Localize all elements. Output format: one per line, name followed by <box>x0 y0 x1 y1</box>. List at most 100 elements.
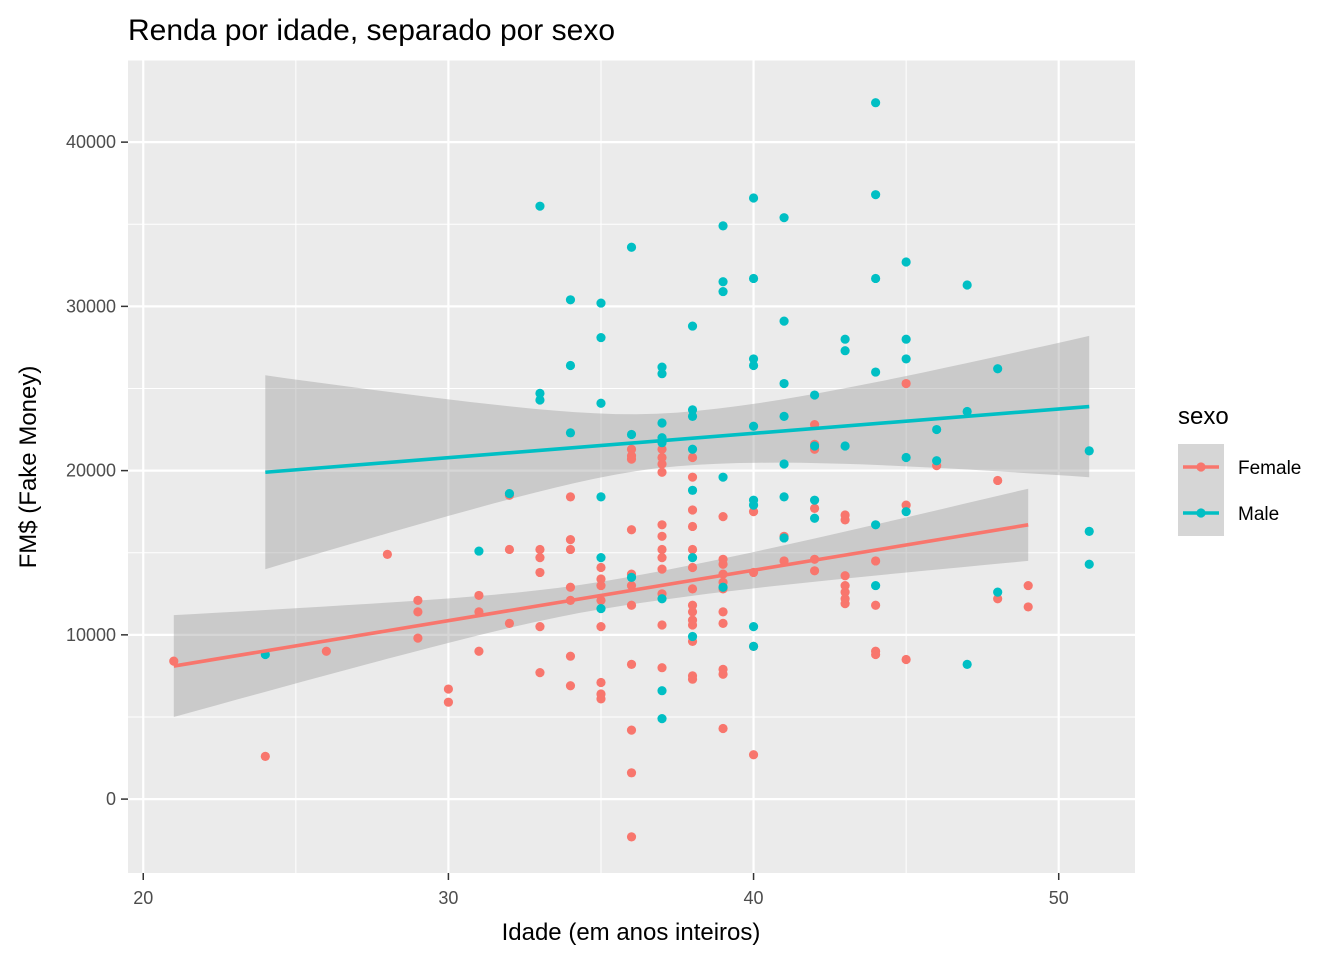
point-male <box>657 418 667 428</box>
point-male <box>748 622 759 632</box>
point-female <box>596 677 606 688</box>
point-male <box>901 452 911 463</box>
point-female <box>840 580 850 591</box>
point-female <box>687 607 698 617</box>
point-female <box>993 594 1003 604</box>
grid-lines <box>128 59 1135 873</box>
point-female <box>657 663 667 673</box>
point-female <box>382 549 392 559</box>
point-female <box>596 562 606 573</box>
point-male <box>626 572 637 582</box>
point-female <box>260 751 270 761</box>
point-male <box>657 594 667 604</box>
point-female <box>626 525 637 535</box>
point-male <box>596 398 606 408</box>
point-female <box>657 520 667 530</box>
point-male <box>748 641 759 651</box>
point-male <box>687 411 698 422</box>
legend-key-point <box>1196 462 1206 472</box>
point-male <box>932 424 942 435</box>
point-female <box>657 531 667 541</box>
point-male <box>565 295 576 305</box>
point-female <box>901 654 911 665</box>
point-male <box>718 277 728 287</box>
point-female <box>504 618 515 628</box>
point-male <box>687 321 698 331</box>
y-tick-labels: 0 10000 20000 30000 40000 <box>66 132 116 809</box>
x-tick-label: 50 <box>1049 888 1069 908</box>
point-male <box>993 364 1003 374</box>
axis-ticks <box>121 141 1060 880</box>
point-male <box>626 242 637 252</box>
point-female <box>626 659 637 670</box>
point-female <box>809 503 820 513</box>
point-male <box>840 346 850 356</box>
data-points <box>169 98 1094 842</box>
point-male <box>871 190 881 200</box>
point-female <box>565 492 576 502</box>
point-female <box>169 656 179 666</box>
point-female <box>535 622 545 632</box>
point-male <box>779 378 789 389</box>
point-male <box>779 213 789 223</box>
point-male <box>993 587 1003 597</box>
y-tick-label: 0 <box>106 789 116 809</box>
point-male <box>840 334 850 344</box>
point-female <box>840 587 850 597</box>
point-female <box>840 571 850 581</box>
point-male <box>779 316 789 326</box>
x-tick-labels: 20 30 40 50 <box>133 888 1068 908</box>
point-male <box>718 286 728 297</box>
point-male <box>1084 446 1094 456</box>
point-female <box>657 452 667 463</box>
point-male <box>748 360 759 371</box>
x-tick-label: 40 <box>744 888 764 908</box>
point-female <box>657 544 667 555</box>
point-female <box>840 599 850 609</box>
point-female <box>443 697 454 707</box>
point-female <box>901 500 911 510</box>
point-male <box>962 280 972 290</box>
y-axis-title: FM$ (Fake Money) <box>15 366 42 569</box>
point-female <box>687 584 698 594</box>
point-female <box>474 590 484 601</box>
point-female <box>626 600 637 610</box>
point-male <box>901 507 911 517</box>
point-female <box>657 553 667 563</box>
point-male <box>901 334 911 344</box>
point-male <box>748 500 759 510</box>
point-male <box>687 553 698 563</box>
fit-lines <box>173 404 1090 668</box>
legend-keys: Female Male <box>1178 444 1301 536</box>
point-female <box>657 620 667 630</box>
point-male <box>596 492 606 502</box>
point-male <box>779 492 789 502</box>
point-male <box>687 405 698 415</box>
point-female <box>596 622 606 632</box>
point-male <box>687 631 698 642</box>
point-female <box>687 452 698 463</box>
point-female <box>413 633 423 643</box>
point-male <box>687 444 698 454</box>
point-male <box>779 411 789 422</box>
point-female <box>993 475 1003 486</box>
legend-label-female: Female <box>1238 458 1301 479</box>
point-male <box>871 273 881 284</box>
point-female <box>626 454 637 464</box>
point-male <box>535 388 545 399</box>
point-male <box>809 495 820 505</box>
point-female <box>535 567 545 578</box>
point-female <box>474 646 484 656</box>
point-female <box>871 556 881 566</box>
point-male <box>932 456 942 466</box>
point-female <box>901 378 911 389</box>
point-male <box>596 553 606 563</box>
point-female <box>718 559 728 569</box>
point-female <box>657 444 667 454</box>
point-male <box>474 546 484 556</box>
point-female <box>413 595 423 605</box>
point-male <box>840 441 850 451</box>
point-female <box>565 544 576 555</box>
fit-line-female <box>173 523 1029 668</box>
